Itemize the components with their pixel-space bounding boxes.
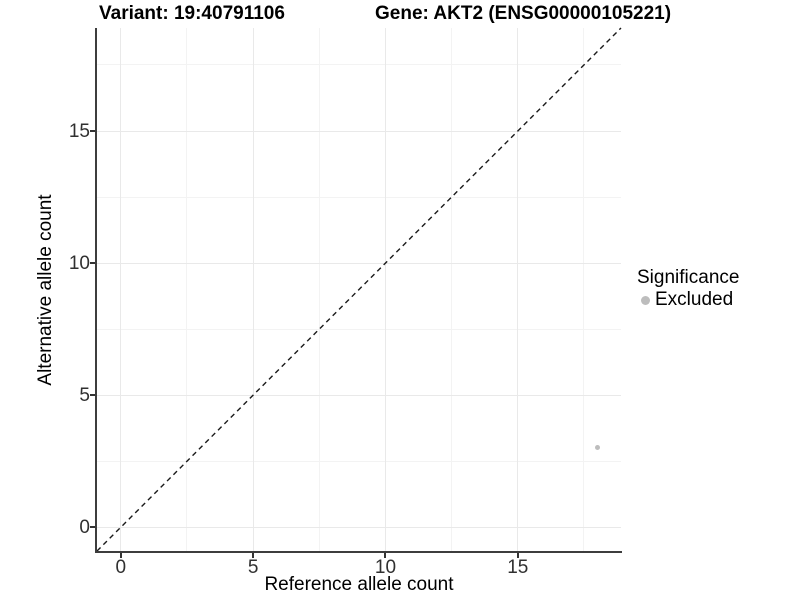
major-gridline-vertical — [384, 28, 386, 551]
x-tick-mark — [516, 553, 519, 558]
y-tick-label: 15 — [68, 120, 90, 142]
y-tick-mark — [90, 130, 95, 132]
x-tick-label: 5 — [247, 557, 259, 578]
y-tick-mark — [90, 394, 95, 397]
major-gridline-vertical — [517, 28, 519, 551]
legend-title: Significance — [637, 267, 740, 288]
gene-title: Gene: AKT2 (ENSG00000105221) — [375, 3, 672, 24]
x-axis-line — [95, 551, 622, 553]
major-gridline-horizontal — [97, 130, 621, 132]
minor-gridline-vertical — [451, 28, 453, 551]
minor-gridline-vertical — [318, 28, 320, 551]
legend-point-icon — [641, 295, 650, 305]
y-tick-label: 10 — [68, 252, 90, 274]
major-gridline-vertical — [252, 28, 254, 551]
x-tick-mark — [384, 553, 387, 558]
minor-gridline-vertical — [583, 28, 585, 551]
x-tick-mark — [119, 553, 122, 558]
minor-gridline-horizontal — [97, 328, 621, 330]
x-tick-label: 15 — [507, 557, 529, 578]
identity-dashed-line — [96, 27, 622, 552]
y-tick-mark — [90, 526, 95, 529]
minor-gridline-horizontal — [97, 460, 621, 462]
minor-gridline-horizontal — [97, 64, 621, 66]
plot-panel — [96, 27, 622, 552]
y-axis-title: Alternative allele count — [35, 194, 56, 386]
major-gridline-horizontal — [97, 526, 621, 528]
y-tick-label: 5 — [79, 384, 90, 406]
data-point — [594, 445, 600, 451]
x-tick-label: 0 — [115, 557, 127, 578]
major-gridline-vertical — [120, 28, 122, 551]
legend-item-excluded: Excluded — [637, 289, 739, 311]
y-axis-line — [95, 28, 97, 553]
major-gridline-horizontal — [97, 394, 621, 396]
x-axis-title: Reference allele count — [264, 574, 454, 595]
x-tick-label: 10 — [374, 557, 397, 578]
variant-title: Variant: 19:40791106 — [99, 3, 285, 24]
legend: Significance Excluded — [637, 266, 739, 311]
minor-gridline-horizontal — [97, 196, 621, 198]
legend-item-label: Excluded — [655, 289, 734, 310]
x-tick-mark — [252, 553, 255, 558]
y-tick-label: 0 — [79, 516, 90, 538]
major-gridline-horizontal — [97, 262, 621, 264]
minor-gridline-vertical — [186, 28, 188, 551]
y-tick-mark — [90, 262, 95, 265]
